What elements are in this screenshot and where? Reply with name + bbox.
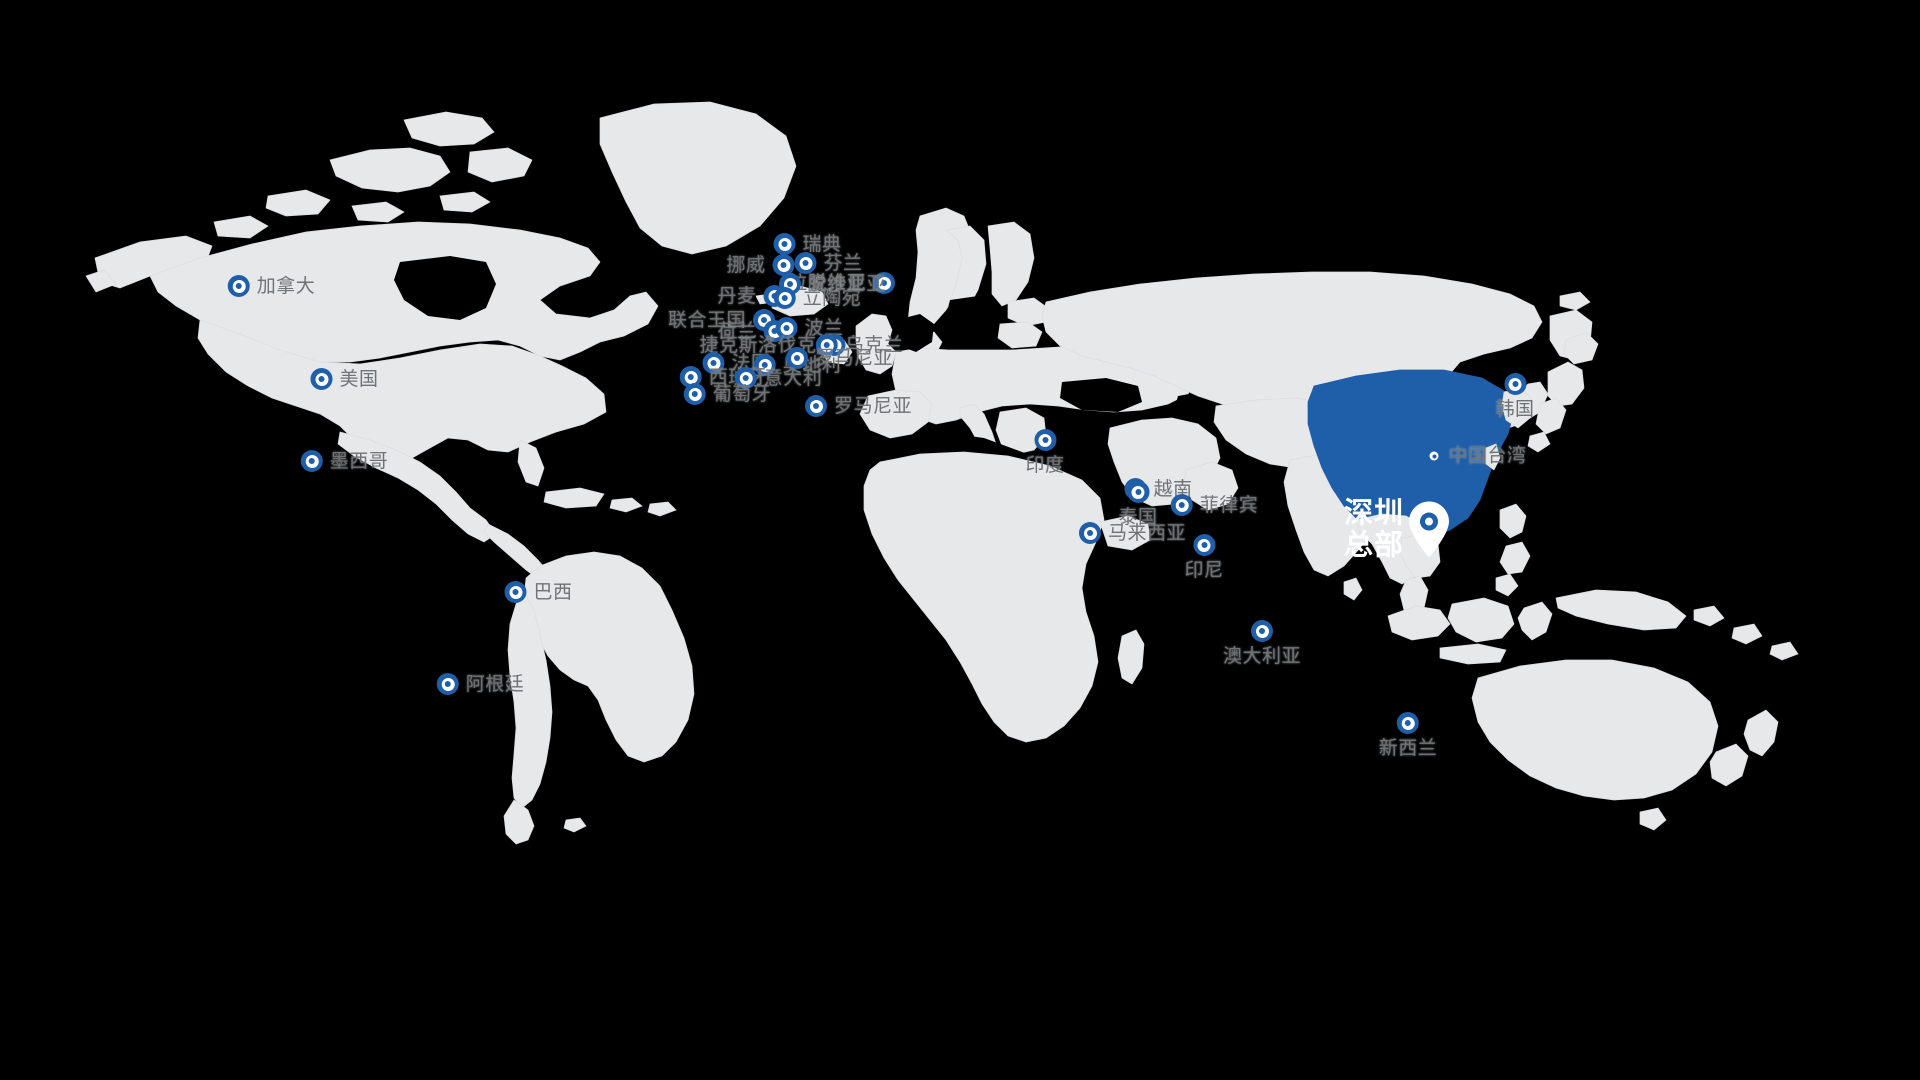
location-marker[interactable]: 澳大利亚 (1223, 620, 1301, 666)
map-pin-icon (1408, 501, 1450, 559)
location-marker[interactable]: 葡萄牙 (683, 383, 779, 405)
location-marker[interactable]: 芬兰 (794, 252, 869, 274)
continent-north-america (85, 101, 797, 581)
location-marker[interactable]: 拉脱维亚 (781, 272, 896, 294)
location-pin-icon (734, 367, 757, 389)
headquarters-label-line1: 深圳 (1343, 497, 1405, 530)
location-marker[interactable]: 巴西 (504, 581, 579, 603)
location-marker[interactable]: 波兰 (775, 317, 850, 339)
location-label: 爱沙尼亚 (807, 273, 887, 295)
location-marker[interactable]: 韩国 (1495, 373, 1534, 419)
location-marker[interactable]: 罗马尼亚 (804, 395, 919, 417)
location-label: 乌克兰 (844, 334, 904, 356)
location-pin-icon (1033, 429, 1056, 451)
location-marker[interactable]: 新西兰 (1379, 712, 1438, 758)
location-label: 丹麦 (717, 285, 757, 307)
location-marker[interactable]: 阿根廷 (436, 673, 532, 695)
location-label: 越南 (1153, 478, 1193, 500)
location-marker[interactable]: 印尼 (1184, 534, 1223, 580)
location-pin-icon (804, 395, 827, 417)
location-label: 马来西亚 (1107, 522, 1187, 544)
location-label: 墨西哥 (329, 450, 389, 472)
location-label: 阿根廷 (465, 673, 525, 695)
location-label: 加拿大 (256, 275, 316, 297)
location-pin-icon (436, 673, 459, 695)
location-label: 捷克斯洛伐克 (699, 334, 817, 356)
location-label: 印度 (1025, 455, 1065, 476)
location-pin-icon (702, 352, 725, 374)
location-label: 立陶宛 (802, 287, 862, 309)
location-label: 韩国 (1495, 399, 1535, 420)
location-pin-icon (773, 233, 796, 255)
location-label: 联合王国 (667, 309, 747, 331)
location-marker[interactable]: 马来西亚 (1078, 522, 1193, 544)
location-pin-icon (794, 252, 817, 274)
location-label: 澳大利亚 (1222, 646, 1302, 667)
location-pin-icon (227, 275, 250, 297)
location-marker[interactable]: 美国 (310, 368, 385, 390)
location-marker[interactable]: 泰国 (1118, 481, 1157, 527)
location-pin-icon (679, 366, 702, 388)
location-pin-icon (300, 450, 323, 472)
location-pin-icon (1078, 522, 1101, 544)
location-marker[interactable]: 印度 (1025, 429, 1064, 475)
location-label: 中国台湾 (1448, 445, 1527, 467)
location-pin-icon (1426, 448, 1442, 464)
location-label: 意大利 (763, 367, 823, 389)
continent-oceania (1471, 659, 1779, 831)
location-label: 罗马尼亚 (833, 395, 913, 417)
location-pin-icon (873, 272, 896, 294)
location-marker[interactable]: 罗马尼亚 (785, 347, 900, 369)
location-pin-icon (683, 383, 706, 405)
location-marker[interactable]: 瑞典 (773, 233, 848, 255)
location-pin-icon (1250, 620, 1273, 642)
location-pin-icon (504, 581, 527, 603)
location-marker[interactable]: 乌克兰 (815, 334, 911, 356)
continent-africa (863, 451, 1151, 743)
continent-south-america (503, 551, 695, 845)
location-marker[interactable]: 墨西哥 (300, 450, 396, 472)
location-label: 巴西 (533, 581, 573, 603)
location-pin-icon (775, 317, 798, 339)
location-pin-icon (815, 334, 838, 356)
location-pin-icon (753, 354, 776, 376)
location-label: 罗马尼亚 (814, 347, 894, 369)
headquarters-label-line2: 总部 (1343, 530, 1405, 562)
location-pin-icon (772, 254, 795, 276)
location-label: 荷兰 (717, 320, 757, 342)
location-label: 印尼 (1184, 560, 1224, 581)
location-marker[interactable]: 菲律宾 (1170, 494, 1266, 516)
headquarters-label: 深圳 总部 (1344, 498, 1408, 563)
location-pin-icon (1396, 712, 1419, 734)
location-label: 芬兰 (823, 252, 863, 274)
location-label: 葡萄牙 (712, 383, 772, 405)
continent-asia (1041, 271, 1799, 665)
location-label: 菲律宾 (1199, 494, 1259, 516)
location-label: 拉脱维亚 (787, 272, 867, 294)
location-pin-icon (773, 287, 796, 309)
location-pin-icon (785, 347, 808, 369)
location-pin-icon (310, 368, 333, 390)
location-label: 泰国 (1118, 507, 1158, 528)
location-label: 新西兰 (1378, 738, 1438, 759)
location-pin-icon (1503, 373, 1526, 395)
location-label: 瑞典 (802, 233, 842, 255)
headquarters-marker-shenzhen[interactable]: 深圳 总部 (1344, 498, 1450, 563)
location-marker[interactable]: 立陶宛 (773, 287, 869, 309)
location-marker[interactable]: 中国台湾 (1426, 447, 1533, 466)
location-marker[interactable]: 意大利 (734, 367, 830, 389)
location-marker[interactable]: 挪威 (719, 254, 795, 276)
location-pin-icon (1170, 494, 1193, 516)
location-marker[interactable]: 加拿大 (227, 275, 323, 297)
location-pin-icon (1192, 534, 1215, 556)
location-label: 挪威 (726, 254, 766, 276)
location-pin-icon (1126, 481, 1149, 503)
location-label: 美国 (339, 368, 379, 390)
location-label: 波兰 (804, 317, 844, 339)
